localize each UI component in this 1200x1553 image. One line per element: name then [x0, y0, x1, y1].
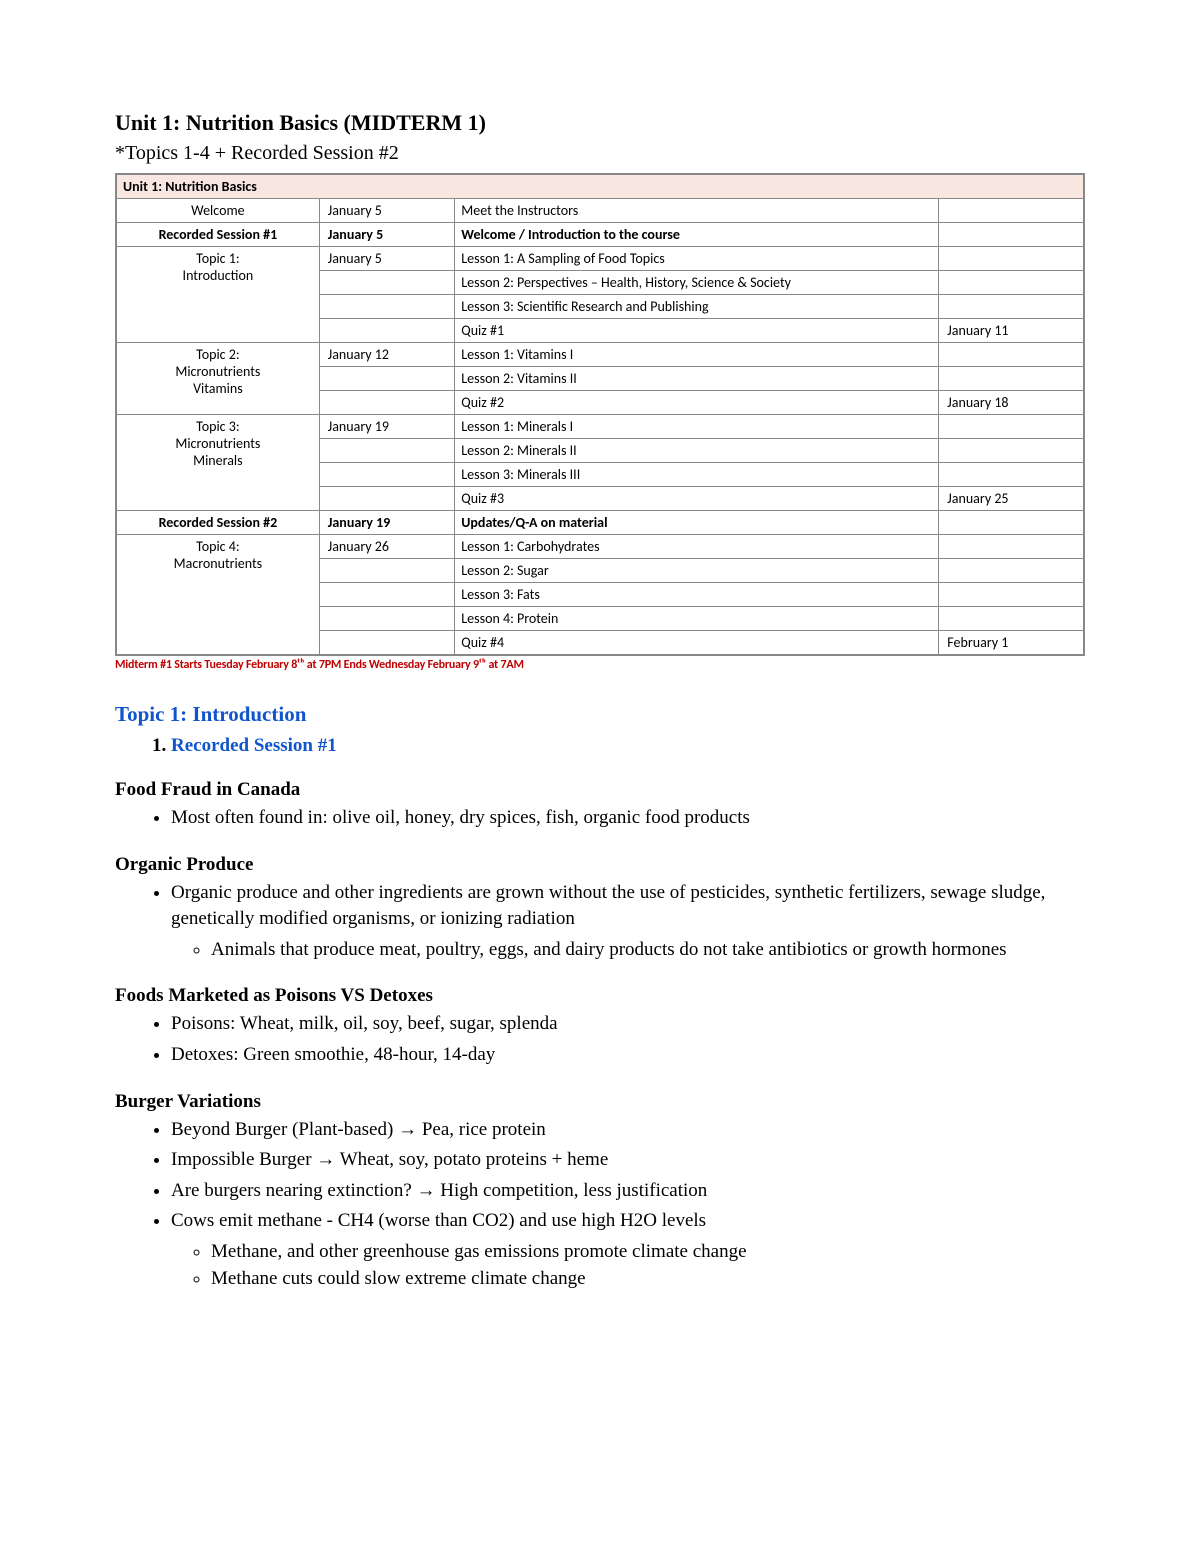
table-cell: Meet the Instructors: [455, 199, 939, 223]
table-cell: [939, 343, 1084, 367]
table-cell: January 5: [319, 223, 455, 247]
table-cell: Lesson 1: Vitamins I: [455, 343, 939, 367]
table-cell: Quiz #2: [455, 391, 939, 415]
table-cell: Lesson 3: Scientific Research and Publis…: [455, 295, 939, 319]
table-cell: Recorded Session #2: [116, 511, 319, 535]
recorded-session-link: Recorded Session #1: [171, 735, 337, 756]
topic-1-heading: Topic 1: Introduction: [115, 702, 1085, 727]
table-cell: January 26: [319, 535, 455, 559]
topic-cell: Topic 1: Introduction: [116, 247, 319, 343]
table-cell: Recorded Session #1: [116, 223, 319, 247]
table-cell: [319, 391, 455, 415]
table-cell: [319, 271, 455, 295]
list-item: Animals that produce meat, poultry, eggs…: [211, 937, 1085, 964]
list-item: Methane cuts could slow extreme climate …: [211, 1266, 1085, 1293]
topic-cell: Topic 3: Micronutrients Minerals: [116, 415, 319, 511]
table-cell: [319, 487, 455, 511]
table-cell: January 19: [319, 511, 455, 535]
table-cell: [939, 415, 1084, 439]
table-cell: Quiz #4: [455, 631, 939, 656]
table-cell: January 5: [319, 247, 455, 271]
table-cell: [319, 439, 455, 463]
table-cell: January 11: [939, 319, 1084, 343]
table-cell: [939, 439, 1084, 463]
table-cell: Updates/Q-A on material: [455, 511, 939, 535]
page-subtitle: *Topics 1-4 + Recorded Session #2: [115, 142, 1085, 165]
table-cell: Lesson 1: Carbohydrates: [455, 535, 939, 559]
section-heading: Foods Marketed as Poisons VS Detoxes: [115, 985, 1085, 1007]
table-cell: Lesson 4: Protein: [455, 607, 939, 631]
table-cell: Lesson 2: Sugar: [455, 559, 939, 583]
list-item: Poisons: Wheat, milk, oil, soy, beef, su…: [171, 1011, 1085, 1038]
table-cell: [939, 367, 1084, 391]
table-cell: [939, 271, 1084, 295]
list-item: Impossible Burger → Wheat, soy, potato p…: [171, 1147, 1085, 1174]
unit-header-cell: Unit 1: Nutrition Basics: [116, 174, 1084, 199]
document-page: Unit 1: Nutrition Basics (MIDTERM 1) *To…: [0, 0, 1200, 1553]
table-cell: Lesson 1: Minerals I: [455, 415, 939, 439]
table-cell: [939, 295, 1084, 319]
table-cell: Lesson 3: Fats: [455, 583, 939, 607]
table-cell: January 25: [939, 487, 1084, 511]
table-cell: [939, 199, 1084, 223]
table-cell: [939, 583, 1084, 607]
sub-bullet-list: Animals that produce meat, poultry, eggs…: [171, 937, 1085, 964]
table-cell: January 19: [319, 415, 455, 439]
table-cell: Lesson 2: Perspectives – Health, History…: [455, 271, 939, 295]
table-cell: Quiz #3: [455, 487, 939, 511]
table-cell: January 5: [319, 199, 455, 223]
table-cell: [319, 607, 455, 631]
table-cell: [939, 559, 1084, 583]
table-cell: Welcome / Introduction to the course: [455, 223, 939, 247]
list-item: Most often found in: olive oil, honey, d…: [171, 805, 1085, 832]
table-cell: February 1: [939, 631, 1084, 656]
bullet-list: Beyond Burger (Plant-based) → Pea, rice …: [115, 1117, 1085, 1293]
list-item: Methane, and other greenhouse gas emissi…: [211, 1239, 1085, 1266]
table-cell: January 18: [939, 391, 1084, 415]
section-heading: Organic Produce: [115, 854, 1085, 876]
table-cell: [939, 535, 1084, 559]
list-item: Beyond Burger (Plant-based) → Pea, rice …: [171, 1117, 1085, 1144]
table-cell: [319, 295, 455, 319]
list-item: Recorded Session #1: [171, 735, 1085, 757]
midterm-note: Midterm #1 Starts Tuesday February 8ᵗʰ a…: [115, 658, 1085, 672]
topic-cell: Topic 4: Macronutrients: [116, 535, 319, 656]
table-cell: [319, 319, 455, 343]
bullet-list: Most often found in: olive oil, honey, d…: [115, 805, 1085, 832]
section-heading: Food Fraud in Canada: [115, 779, 1085, 801]
bullet-list: Organic produce and other ingredients ar…: [115, 880, 1085, 964]
table-cell: [319, 463, 455, 487]
table-cell: [319, 583, 455, 607]
table-cell: [939, 607, 1084, 631]
table-cell: [939, 247, 1084, 271]
topic-cell: Topic 2: Micronutrients Vitamins: [116, 343, 319, 415]
table-cell: January 12: [319, 343, 455, 367]
table-cell: Lesson 3: Minerals III: [455, 463, 939, 487]
bullet-list: Poisons: Wheat, milk, oil, soy, beef, su…: [115, 1011, 1085, 1068]
list-item: Organic produce and other ingredients ar…: [171, 880, 1085, 964]
table-cell: [319, 631, 455, 656]
list-item: Detoxes: Green smoothie, 48-hour, 14-day: [171, 1042, 1085, 1069]
table-cell: Welcome: [116, 199, 319, 223]
list-item: Cows emit methane - CH4 (worse than CO2)…: [171, 1208, 1085, 1292]
table-cell: [319, 559, 455, 583]
page-title: Unit 1: Nutrition Basics (MIDTERM 1): [115, 110, 1085, 136]
table-cell: Lesson 2: Vitamins II: [455, 367, 939, 391]
table-cell: [939, 223, 1084, 247]
section-heading: Burger Variations: [115, 1091, 1085, 1113]
table-cell: Lesson 2: Minerals II: [455, 439, 939, 463]
table-cell: Lesson 1: A Sampling of Food Topics: [455, 247, 939, 271]
table-cell: [319, 367, 455, 391]
sub-bullet-list: Methane, and other greenhouse gas emissi…: [171, 1239, 1085, 1292]
schedule-table: Unit 1: Nutrition BasicsWelcomeJanuary 5…: [115, 173, 1085, 656]
table-cell: [939, 511, 1084, 535]
table-cell: Quiz #1: [455, 319, 939, 343]
list-item: Are burgers nearing extinction? → High c…: [171, 1178, 1085, 1205]
table-cell: [939, 463, 1084, 487]
recorded-session-list: Recorded Session #1: [115, 735, 1085, 757]
